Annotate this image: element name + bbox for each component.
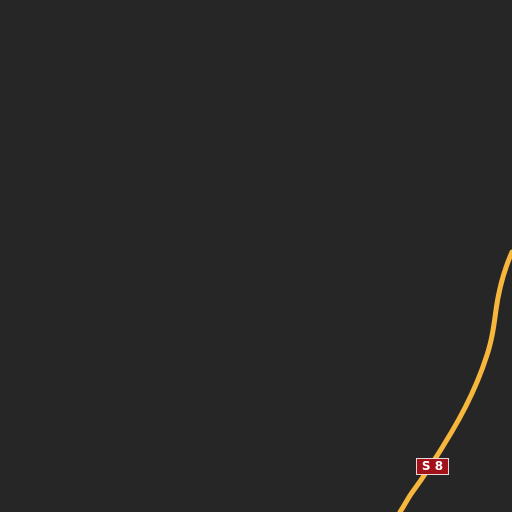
road-s8-line [397, 249, 512, 512]
road-shield-s8: S 8 [416, 458, 449, 475]
